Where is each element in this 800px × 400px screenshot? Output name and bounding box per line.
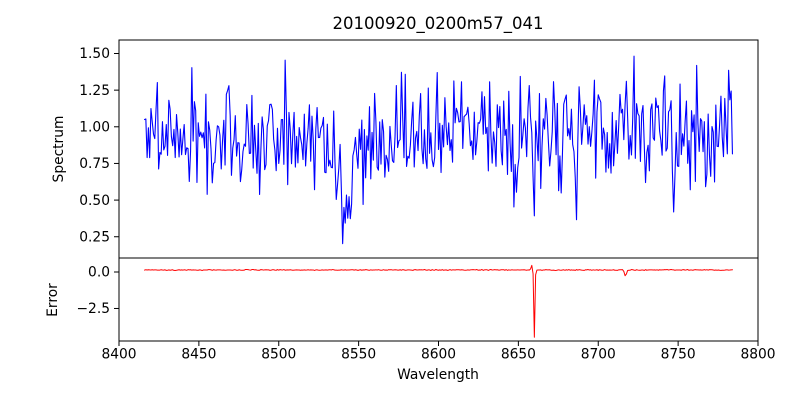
- x-tick-label: 8800: [740, 347, 775, 363]
- chart-title: 20100920_0200m57_041: [332, 14, 543, 34]
- x-tick-label: 8550: [341, 347, 376, 363]
- spectrum-y-tick-label: 0.25: [79, 229, 110, 245]
- error-line: [144, 264, 733, 338]
- error-y-tick-label: −2.5: [76, 301, 110, 317]
- error-y-axis-label: Error: [45, 283, 61, 317]
- spectrum-y-tick-label: 0.50: [79, 193, 110, 209]
- spectrum-y-tick-label: 1.50: [79, 46, 110, 62]
- x-tick-label: 8650: [501, 347, 536, 363]
- x-tick-label: 8450: [181, 347, 216, 363]
- x-tick-label: 8700: [581, 347, 616, 363]
- spectrum-y-tick-label: 0.75: [79, 156, 110, 172]
- spectrum-line: [144, 55, 733, 245]
- x-tick-label: 8750: [661, 347, 696, 363]
- error-y-tick-label: 0.0: [88, 265, 110, 281]
- x-axis-label: Wavelength: [397, 367, 479, 383]
- spectrum-y-axis-label: Spectrum: [51, 116, 67, 183]
- spectrum-y-tick-label: 1.00: [79, 119, 110, 135]
- plot-area: 0.25 0.50 0.75 1.00 1.25 1.50 0.0 −2.5 8400 8450 8…: [76, 39, 776, 363]
- x-tick-label: 8500: [261, 347, 296, 363]
- x-tick-label: 8400: [101, 347, 136, 363]
- x-tick-label: 8600: [421, 347, 456, 363]
- spectrum-y-tick-label: 1.25: [79, 83, 110, 99]
